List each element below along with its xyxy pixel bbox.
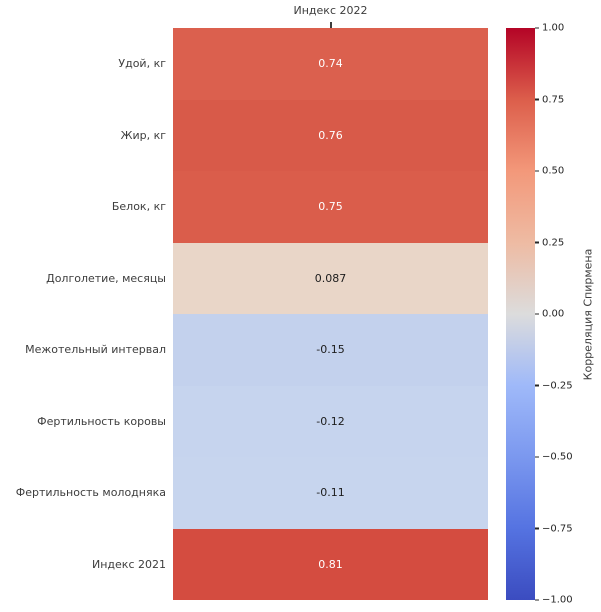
colorbar-ticks: 1.00 0.75 0.50 0.25 0.00 −0.25 −0.50 −0.…	[535, 0, 595, 612]
colorbar-tick: 1.00	[535, 23, 564, 34]
heatmap-cell: 0.087	[173, 242, 488, 314]
cell-value: 0.74	[318, 57, 343, 71]
tick-label: −1.00	[542, 594, 573, 606]
colorbar-tick: 0.75	[535, 94, 564, 105]
row-label-fat: Жир, кг	[120, 128, 166, 142]
tick-label: 0.50	[542, 165, 565, 177]
cell-value: -0.11	[316, 486, 345, 500]
heatmap-grid: 0.74 0.76 0.75 0.087 -0.15 -0.12 -0.11 0…	[173, 28, 488, 600]
cell-value: 0.087	[314, 271, 347, 285]
y-axis-labels: Удой, кг Жир, кг Белок, кг Долголетие, м…	[0, 28, 166, 600]
row-label-cow-fertility: Фертильность коровы	[37, 414, 166, 428]
heatmap-cell: -0.15	[173, 314, 488, 386]
tick-label: −0.50	[542, 451, 573, 463]
colorbar-axis-label: Корреляция Спирмена	[581, 248, 595, 380]
heatmap-cell: 0.74	[173, 28, 488, 100]
tick-dash	[535, 313, 539, 315]
row-label-milk-yield: Удой, кг	[118, 57, 166, 71]
tick-dash	[535, 527, 539, 530]
tick-dash	[535, 27, 539, 29]
heatmap-cell: -0.12	[173, 385, 488, 457]
colorbar-tick: −0.75	[535, 523, 573, 534]
cell-value: -0.15	[316, 343, 345, 357]
tick-dash	[535, 384, 539, 387]
tick-dash	[535, 98, 539, 101]
tick-label: 0.00	[542, 308, 565, 320]
tick-label: 0.25	[542, 237, 565, 248]
colorbar-gradient	[506, 28, 535, 600]
colorbar-tick: −0.25	[535, 380, 573, 391]
colorbar-tick: −0.50	[535, 452, 573, 463]
heatmap-cell: 0.76	[173, 99, 488, 171]
heatmap-cell: -0.11	[173, 457, 488, 529]
colorbar-label-wrap: Корреляция Спирмена	[575, 28, 601, 600]
tick-dash	[535, 241, 539, 244]
cell-value: 0.81	[318, 557, 343, 571]
tick-label: −0.25	[542, 380, 573, 391]
row-label-calving-interval: Межотельный интервал	[25, 343, 166, 357]
colorbar-tick: 0.00	[535, 309, 564, 320]
cell-value: -0.12	[316, 414, 345, 428]
tick-dash	[535, 456, 539, 458]
colorbar-tick: 0.50	[535, 166, 564, 177]
row-label-heifer-fertility: Фертильность молодняка	[15, 486, 166, 500]
cell-value: 0.75	[318, 200, 343, 214]
tick-dash	[535, 170, 539, 172]
cell-value: 0.76	[318, 128, 343, 142]
heatmap-cell: 0.81	[173, 528, 488, 600]
tick-dash	[535, 599, 539, 601]
tick-label: 0.75	[542, 94, 565, 105]
row-label-protein: Белок, кг	[111, 200, 166, 214]
tick-label: −0.75	[542, 523, 573, 534]
x-axis-tick-mark	[330, 22, 332, 28]
colorbar-tick: 0.25	[535, 237, 564, 248]
heatmap-cell: 0.75	[173, 171, 488, 243]
colorbar-tick: −1.00	[535, 595, 573, 606]
tick-label: 1.00	[542, 22, 565, 34]
x-axis-column-label: Индекс 2022	[293, 4, 368, 17]
row-label-longevity: Долголетие, месяцы	[46, 271, 166, 285]
row-label-index-2021: Индекс 2021	[92, 557, 166, 571]
